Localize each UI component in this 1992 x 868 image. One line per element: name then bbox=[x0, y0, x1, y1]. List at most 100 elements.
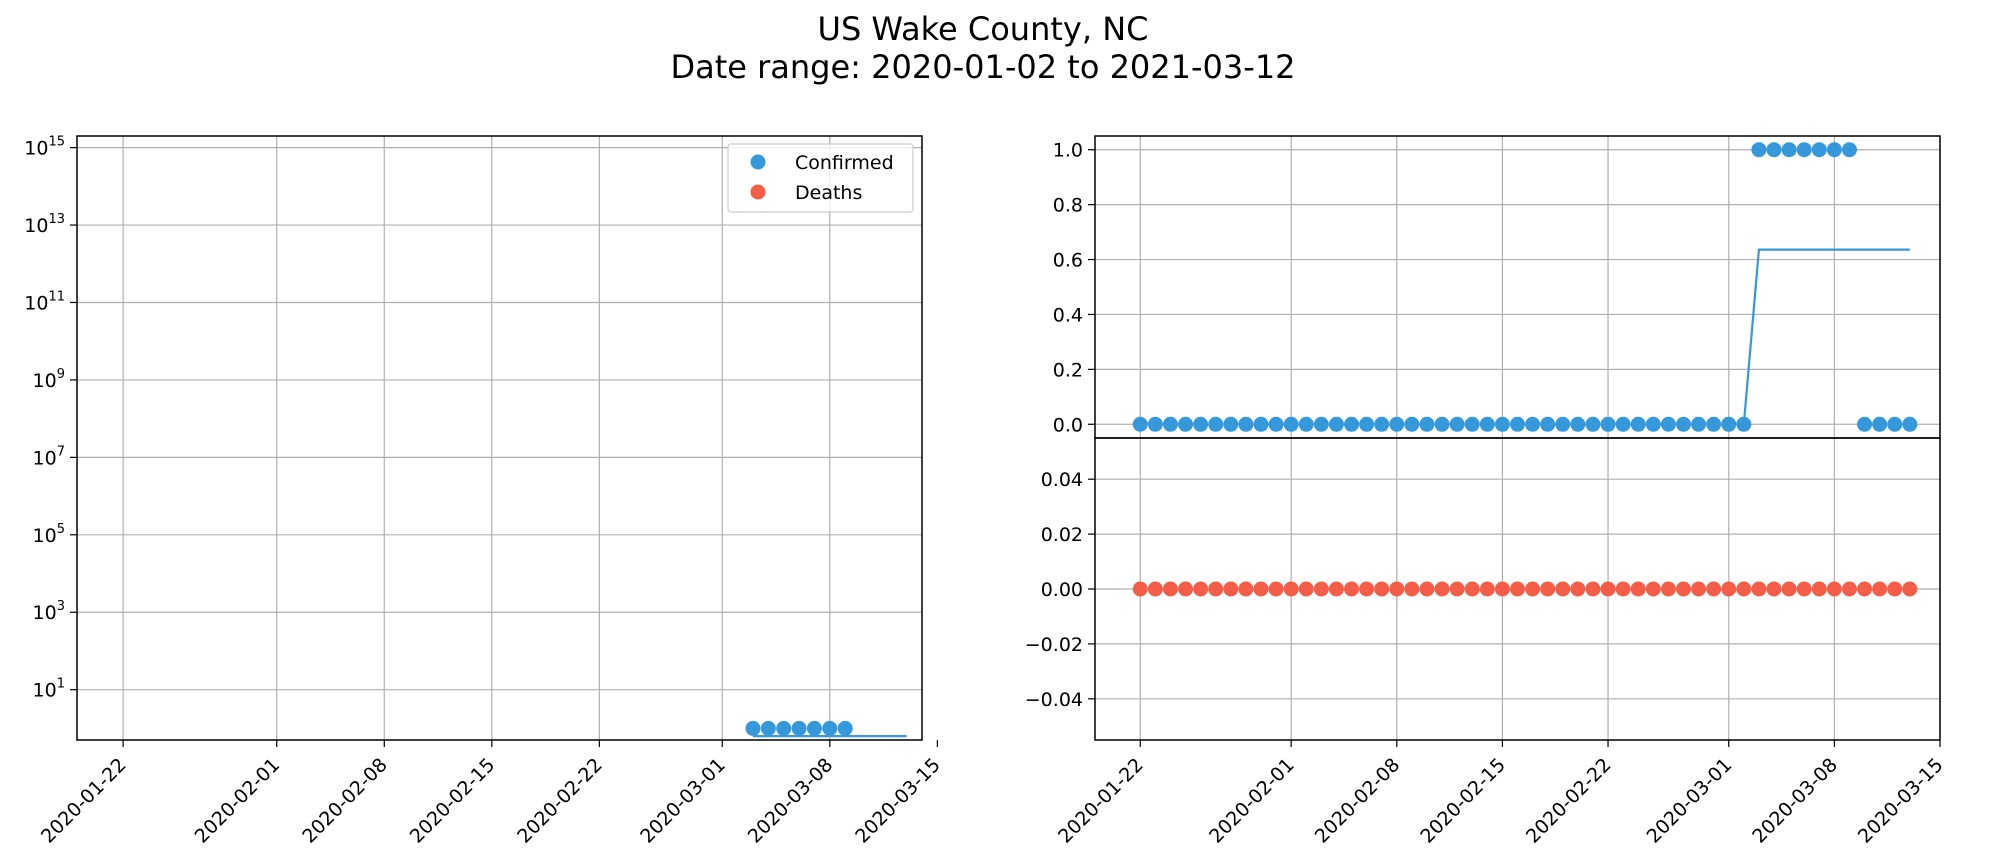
right-deaths-point bbox=[1328, 581, 1344, 597]
right-bottom-y-tick-label: 0.02 bbox=[1041, 524, 1083, 546]
right-confirmed-point bbox=[1721, 416, 1737, 432]
right-deaths-point bbox=[1389, 581, 1405, 597]
legend-confirmed-label: Confirmed bbox=[795, 152, 894, 174]
right-top-grid bbox=[1095, 136, 1941, 438]
right-confirmed-point bbox=[1208, 416, 1224, 432]
right-bottom-marks bbox=[1132, 581, 1918, 597]
right-confirmed-point bbox=[1404, 416, 1420, 432]
left-y-tick-label: 1015 bbox=[24, 135, 65, 160]
right-deaths-point bbox=[1570, 581, 1586, 597]
legend: Confirmed Deaths bbox=[727, 143, 914, 213]
right-deaths-point bbox=[1208, 581, 1224, 597]
right-confirmed-point bbox=[1826, 142, 1842, 158]
right-confirmed-point bbox=[1479, 416, 1495, 432]
right-deaths-point bbox=[1736, 581, 1752, 597]
left-x-tick-label: 2020-02-08 bbox=[298, 754, 392, 848]
right-confirmed-point bbox=[1585, 416, 1601, 432]
right-x-tick-label: 2020-02-22 bbox=[1522, 754, 1616, 848]
left-y-ticks: 101 103 105 107 109 1011 1013 1015 bbox=[24, 135, 77, 702]
left-y-tick-label: 1013 bbox=[24, 212, 65, 237]
right-x-tick-label: 2020-02-15 bbox=[1416, 754, 1510, 848]
right-top-y-ticks: 0.0 0.2 0.4 0.6 0.8 1.0 bbox=[1053, 140, 1095, 436]
right-deaths-point bbox=[1434, 581, 1450, 597]
right-deaths-point bbox=[1540, 581, 1556, 597]
right-x-tick-label: 2020-03-08 bbox=[1748, 754, 1842, 848]
right-deaths-point bbox=[1887, 581, 1903, 597]
left-y-tick-label: 103 bbox=[33, 599, 65, 624]
right-confirmed-point bbox=[1510, 416, 1525, 432]
right-confirmed-point bbox=[1857, 416, 1873, 432]
right-x-ticks: 2020-01-22 2020-02-01 2020-02-08 2020-02-15… bbox=[1054, 740, 1948, 848]
legend-box bbox=[727, 143, 914, 213]
right-deaths-point bbox=[1811, 581, 1827, 597]
right-deaths-point bbox=[1374, 581, 1390, 597]
right-confirmed-point bbox=[1464, 416, 1480, 432]
right-deaths-point bbox=[1147, 581, 1163, 597]
right-deaths-point bbox=[1479, 581, 1495, 597]
right-chart: 0.0 0.2 0.4 0.6 0.8 1.0 −0.04 −0.02 0.00 0.02 0.0… bbox=[1025, 135, 1948, 848]
right-confirmed-point bbox=[1766, 142, 1782, 158]
right-deaths-point bbox=[1132, 581, 1148, 597]
right-top-axes-frame bbox=[1094, 135, 1941, 439]
left-y-tick-label: 105 bbox=[33, 522, 65, 547]
right-deaths-point bbox=[1283, 581, 1299, 597]
title-line-2: Date range: 2020-01-02 to 2021-03-12 bbox=[670, 48, 1295, 86]
right-deaths-point bbox=[1193, 581, 1209, 597]
right-confirmed-point bbox=[1253, 416, 1269, 432]
right-x-tick-label: 2020-02-01 bbox=[1205, 754, 1299, 848]
left-y-tick-label: 107 bbox=[33, 444, 65, 469]
right-confirmed-point bbox=[1449, 416, 1465, 432]
title-line-1: US Wake County, NC bbox=[818, 10, 1149, 48]
right-bottom-y-tick-label: −0.02 bbox=[1025, 634, 1083, 656]
right-confirmed-point bbox=[1781, 142, 1797, 158]
left-confirmed-point bbox=[776, 720, 792, 736]
right-x-tick-label: 2020-03-15 bbox=[1854, 754, 1948, 848]
right-deaths-point bbox=[1857, 581, 1873, 597]
left-confirmed-point bbox=[806, 720, 822, 736]
left-marks bbox=[745, 720, 907, 738]
right-deaths-point bbox=[1344, 581, 1360, 597]
right-top-y-tick-label: 1.0 bbox=[1053, 140, 1083, 162]
right-confirmed-point bbox=[1238, 416, 1254, 432]
left-confirmed-point bbox=[760, 720, 776, 736]
right-deaths-point bbox=[1675, 581, 1691, 597]
right-deaths-point bbox=[1268, 581, 1284, 597]
right-top-y-tick-label: 0.0 bbox=[1053, 414, 1083, 436]
right-deaths-point bbox=[1781, 581, 1797, 597]
left-y-tick-label: 109 bbox=[33, 367, 65, 392]
right-deaths-point bbox=[1525, 581, 1541, 597]
right-deaths-point bbox=[1419, 581, 1435, 597]
right-top-marks bbox=[1132, 142, 1918, 432]
right-confirmed-point bbox=[1313, 416, 1329, 432]
right-bottom-y-tick-label: −0.04 bbox=[1025, 689, 1083, 711]
left-axes-frame bbox=[76, 135, 923, 741]
right-x-tick-label: 2020-03-01 bbox=[1643, 754, 1737, 848]
left-x-tick-label: 2020-02-01 bbox=[191, 754, 285, 848]
right-confirmed-point bbox=[1706, 416, 1722, 432]
right-deaths-point bbox=[1721, 581, 1737, 597]
left-x-tick-label: 2020-03-08 bbox=[744, 754, 838, 848]
right-deaths-point bbox=[1223, 581, 1239, 597]
right-confirmed-point bbox=[1645, 416, 1661, 432]
right-deaths-point bbox=[1706, 581, 1722, 597]
right-confirmed-point bbox=[1570, 416, 1586, 432]
right-deaths-point bbox=[1555, 581, 1571, 597]
right-bottom-y-tick-label: 0.00 bbox=[1041, 579, 1083, 601]
right-confirmed-point bbox=[1494, 416, 1510, 432]
right-deaths-point bbox=[1585, 581, 1601, 597]
left-grid bbox=[77, 136, 922, 740]
right-confirmed-point bbox=[1344, 416, 1360, 432]
right-confirmed-point bbox=[1811, 142, 1827, 158]
right-top-y-tick-label: 0.4 bbox=[1053, 304, 1083, 326]
right-x-tick-label: 2020-01-22 bbox=[1054, 754, 1148, 848]
right-confirmed-point bbox=[1193, 416, 1209, 432]
left-confirmed-point bbox=[822, 720, 838, 736]
right-deaths-point bbox=[1841, 581, 1857, 597]
right-confirmed-trend-line bbox=[1742, 248, 1910, 425]
right-top-y-tick-label: 0.8 bbox=[1053, 195, 1083, 217]
right-confirmed-point bbox=[1525, 416, 1541, 432]
right-bottom-y-ticks: −0.04 −0.02 0.00 0.02 0.04 bbox=[1025, 469, 1095, 711]
right-confirmed-point bbox=[1555, 416, 1571, 432]
right-confirmed-point bbox=[1268, 416, 1284, 432]
